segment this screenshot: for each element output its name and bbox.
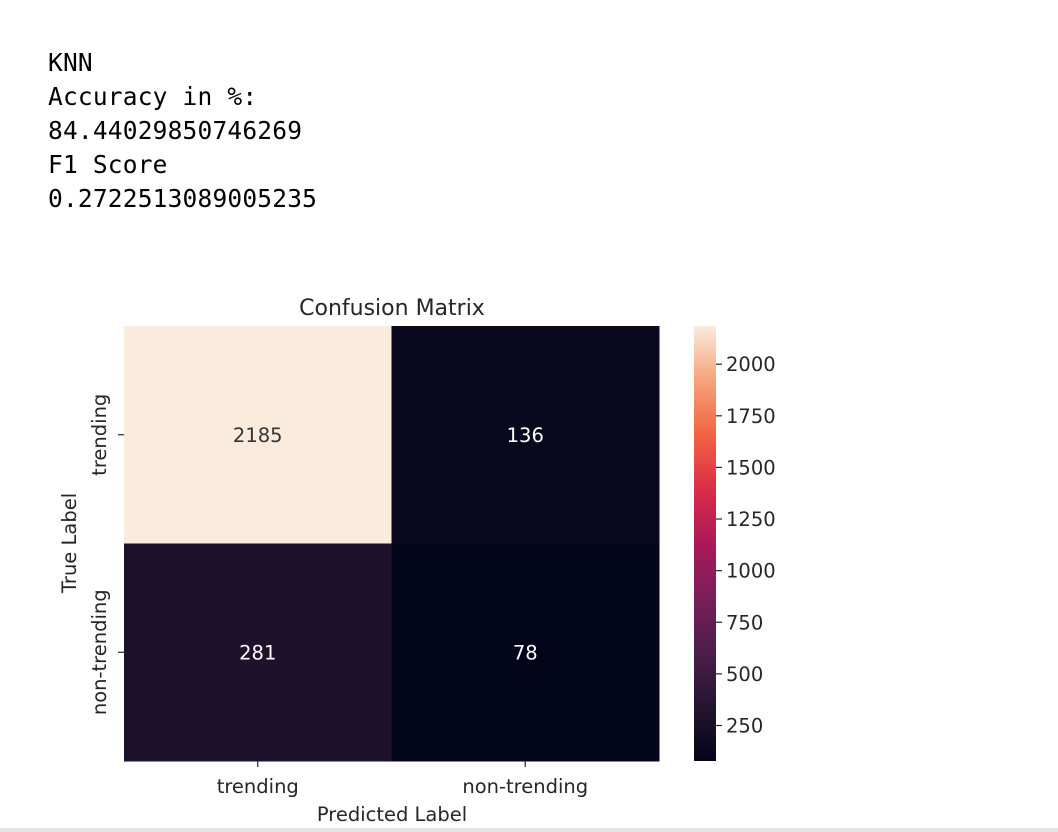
- accuracy-value-line: 84.44029850746269: [48, 116, 303, 145]
- cell-output-text: KNN Accuracy in %: 84.44029850746269 F1 …: [48, 46, 317, 216]
- colorbar-tick-label: 1500: [726, 456, 776, 479]
- chart-title: Confusion Matrix: [299, 296, 485, 321]
- x-axis-label: Predicted Label: [317, 803, 467, 826]
- x-axis: trending non-trending: [217, 761, 588, 798]
- output-bottom-border: [0, 828, 1058, 832]
- y-tick-label: non-trending: [88, 589, 111, 715]
- heatmap-cells: [124, 326, 660, 762]
- heatmap-cell: [391, 543, 660, 762]
- f1-label-line: F1 Score: [48, 150, 168, 179]
- heatmap-cell: [124, 543, 392, 762]
- colorbar-gradient: [694, 326, 716, 761]
- colorbar-tick-label: 250: [726, 714, 763, 737]
- f1-value-line: 0.2722513089005235: [48, 184, 318, 213]
- cell-value-label: 281: [239, 641, 276, 664]
- heatmap-annotations: 2185 136 281 78: [233, 424, 544, 665]
- model-name-line: KNN: [48, 48, 93, 77]
- colorbar-tick-label: 1750: [726, 405, 776, 428]
- x-tick-label: trending: [217, 775, 299, 798]
- colorbar-tick-label: 500: [726, 663, 763, 686]
- heatmap-cell: [391, 326, 660, 544]
- y-axis-label: True Label: [58, 493, 81, 594]
- cell-value-label: 2185: [233, 424, 283, 447]
- colorbar-tick-label: 1000: [726, 560, 776, 583]
- colorbar-tick-label: 750: [726, 611, 763, 634]
- x-tick-label: non-trending: [462, 775, 588, 798]
- y-axis: trending non-trending: [88, 394, 124, 715]
- accuracy-label-line: Accuracy in %:: [48, 82, 258, 111]
- heatmap-cell: [124, 326, 392, 544]
- y-tick-label: trending: [88, 394, 111, 476]
- cell-value-label: 78: [513, 641, 538, 664]
- colorbar-tick-label: 2000: [726, 353, 776, 376]
- colorbar: 250 500 750 1000 1250 1500 1750 2000: [694, 326, 776, 761]
- cell-value-label: 136: [507, 424, 544, 447]
- colorbar-tick-label: 1250: [726, 508, 776, 531]
